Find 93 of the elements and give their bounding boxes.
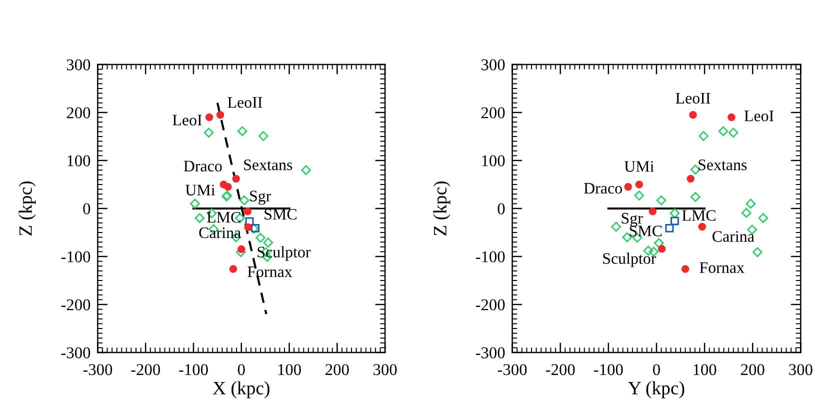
point — [237, 245, 246, 254]
annotation: LeoI — [744, 110, 774, 122]
x-tick-label: -100 — [179, 364, 208, 376]
x-tick-label: 0 — [653, 364, 660, 376]
x-tick-label: -100 — [594, 364, 623, 376]
point — [758, 213, 768, 224]
x-tick-label: -200 — [546, 364, 575, 376]
point — [698, 222, 706, 231]
annotation: SMC — [630, 226, 662, 236]
x-axis-title: Y (kpc) — [628, 381, 684, 398]
annotation: Sculptor — [603, 252, 656, 268]
point — [670, 208, 680, 218]
annotation: Sgr — [250, 190, 272, 205]
point — [256, 232, 266, 243]
annotation: Draco — [584, 183, 622, 194]
y-tick-label: 200 — [481, 107, 505, 118]
annotation: LeoII — [676, 92, 710, 104]
x-tick-label: 0 — [238, 364, 245, 376]
point — [194, 213, 205, 224]
y-tick-label: -300 — [476, 347, 505, 358]
y-tick-label: 0 — [83, 203, 90, 214]
x-tick-label: 100 — [278, 364, 301, 376]
point — [232, 174, 240, 183]
point — [686, 174, 695, 183]
annotation: UMi — [185, 184, 216, 196]
annotation: Sgr — [622, 212, 643, 227]
y-tick-label: -200 — [61, 299, 90, 310]
annotation: LMC — [682, 210, 716, 221]
y-tick-label: 200 — [66, 107, 90, 118]
y-tick-label: -300 — [61, 347, 90, 358]
annotation: LeoII — [228, 97, 262, 108]
annotation: UMi — [624, 161, 654, 172]
x-tick-label: 200 — [326, 364, 349, 376]
point — [624, 183, 632, 191]
point — [204, 128, 214, 138]
y-tick-label: -100 — [61, 251, 90, 262]
point — [237, 126, 248, 136]
point — [728, 113, 736, 122]
point — [728, 128, 738, 138]
y-tick-label: -100 — [476, 251, 505, 262]
annotation: LeoI — [172, 114, 202, 126]
annotation: Fornax — [700, 262, 744, 273]
x-tick-label: -300 — [83, 364, 112, 376]
point — [190, 198, 200, 209]
point — [239, 195, 250, 206]
point — [635, 180, 644, 188]
point — [698, 131, 709, 141]
point — [690, 192, 700, 202]
y-tick-label: 100 — [68, 155, 90, 166]
point — [656, 195, 666, 206]
point — [718, 126, 728, 136]
point — [245, 217, 254, 226]
point — [244, 223, 252, 232]
point — [229, 265, 238, 273]
y-tick-label: 0 — [498, 203, 505, 214]
x-tick-label: 300 — [374, 364, 397, 376]
point — [658, 244, 666, 253]
point — [752, 247, 762, 258]
annotation: Fornax — [248, 266, 292, 278]
y-tick-label: 100 — [482, 155, 505, 166]
y-tick-label: -200 — [476, 299, 505, 310]
annotation: SMC — [264, 208, 296, 220]
annotation: Draco — [184, 160, 222, 172]
x-axis-title: X (kpc) — [212, 381, 270, 398]
x-tick-label: -300 — [498, 364, 527, 376]
x-tick-label: 200 — [741, 364, 764, 376]
point — [648, 207, 657, 216]
point — [220, 180, 228, 188]
point — [689, 111, 697, 119]
x-tick-label: 300 — [789, 364, 812, 376]
point — [654, 238, 664, 248]
point — [665, 224, 674, 232]
point — [741, 208, 752, 218]
point — [205, 113, 214, 122]
point — [611, 222, 622, 232]
point — [301, 165, 312, 176]
y-tick-label: 300 — [482, 59, 505, 70]
annotation: Carina — [712, 231, 754, 242]
point — [251, 224, 260, 232]
x-tick-label: 100 — [694, 364, 716, 376]
point — [681, 265, 690, 273]
y-tick-label: 300 — [66, 59, 90, 70]
annotation: Sextans — [244, 160, 292, 170]
annotation: Sextans — [698, 160, 747, 170]
y-axis-title: Z (kpc) — [433, 181, 450, 236]
point — [216, 111, 224, 119]
point — [670, 216, 679, 226]
y-axis-title: Z (kpc) — [18, 181, 36, 236]
point — [258, 131, 268, 141]
point — [244, 207, 252, 216]
point — [634, 190, 644, 201]
x-tick-label: -200 — [131, 364, 160, 376]
point — [746, 198, 756, 209]
